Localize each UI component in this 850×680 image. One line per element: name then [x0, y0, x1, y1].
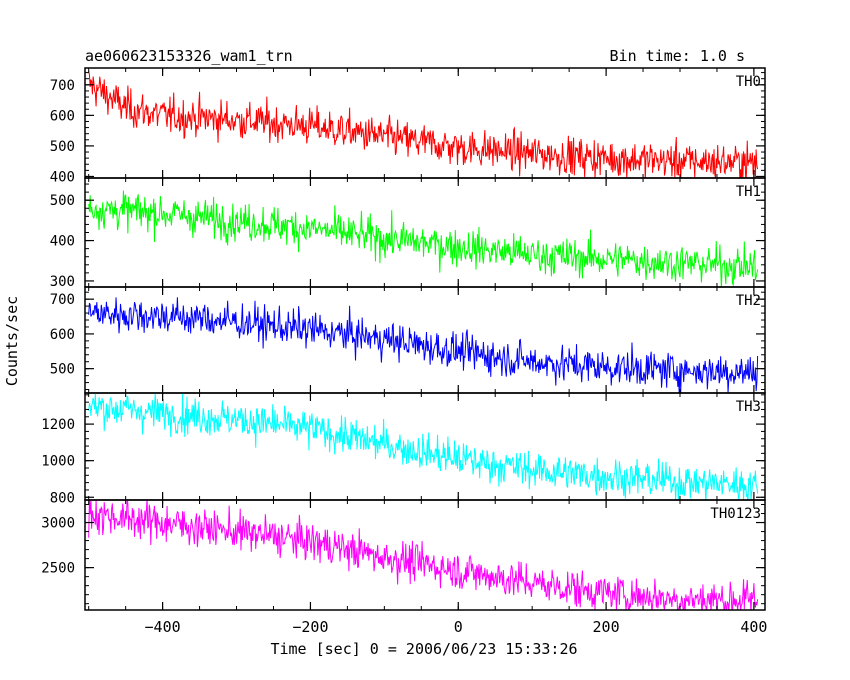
- series-line-th1: [88, 190, 759, 287]
- panel-th0123: 2500 3000 TH0123: [41, 499, 766, 611]
- chart-title: ae060623153326_wam1_trn: [85, 47, 293, 65]
- panel-frame: [84, 286, 766, 394]
- panel-th1: 300 400 500 TH1: [50, 177, 766, 290]
- y-tick-label: 1200: [41, 417, 75, 433]
- y-tick-label: 700: [50, 78, 75, 94]
- y-tick-label: 1000: [41, 454, 75, 470]
- panel-th3: 800 1000 1200 TH3: [41, 392, 766, 506]
- series-line-th3: [88, 393, 759, 500]
- panel-frame: [84, 499, 766, 611]
- y-axis-label: Counts/sec: [3, 296, 21, 386]
- bin-time-label: Bin time: 1.0 s: [610, 47, 745, 65]
- y-tick-label: 300: [50, 274, 75, 290]
- panel-label: TH3: [736, 399, 761, 415]
- y-tick-label: 3000: [41, 516, 75, 532]
- y-tick-label: 400: [50, 169, 75, 185]
- series-line-th0: [88, 70, 759, 178]
- panel-label: TH0123: [710, 506, 761, 522]
- y-tick-label: 700: [50, 292, 75, 308]
- y-tick-label: 600: [50, 108, 75, 124]
- y-tick-label: 2500: [41, 561, 75, 577]
- x-tick-label: −400: [145, 618, 181, 636]
- y-tick-label: 500: [50, 139, 75, 155]
- panel-label: TH0: [736, 74, 761, 90]
- y-tick-label: 600: [50, 327, 75, 343]
- panel-th0: 400 500 600 700 TH0: [50, 67, 766, 185]
- y-tick-label: 800: [50, 490, 75, 506]
- panel-label: TH2: [736, 293, 761, 309]
- series-line-th2: [88, 297, 759, 393]
- panels-group: 400 500 600 700 TH0 300 400 500 TH1 500 600 700 TH2 8…: [41, 67, 767, 636]
- panel-label: TH1: [736, 184, 761, 200]
- y-tick-label: 400: [50, 234, 75, 250]
- y-tick-label: 500: [50, 193, 75, 209]
- x-tick-label: 400: [740, 618, 767, 636]
- series-line-th0123: [88, 500, 759, 610]
- y-tick-label: 500: [50, 362, 75, 378]
- x-tick-label: 200: [593, 618, 620, 636]
- x-tick-label: −200: [292, 618, 328, 636]
- x-tick-label: 0: [454, 618, 463, 636]
- panel-th2: 500 600 700 TH2: [50, 286, 766, 394]
- x-axis-label: Time [sec] 0 = 2006/06/23 15:33:26: [270, 640, 577, 658]
